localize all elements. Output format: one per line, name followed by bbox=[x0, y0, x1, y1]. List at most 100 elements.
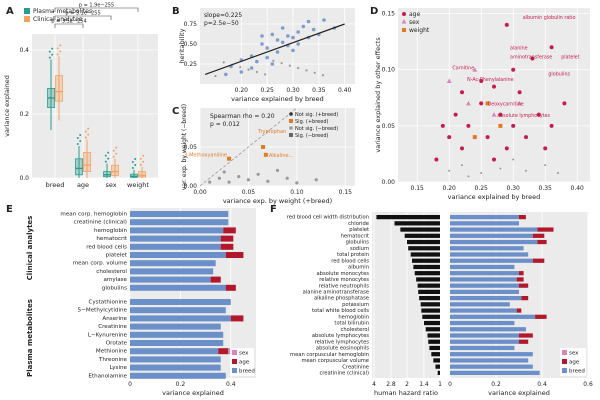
b-point-28 bbox=[280, 40, 285, 45]
f-category-1: chloride bbox=[348, 221, 369, 227]
b-xtick-0: 0.20 bbox=[235, 87, 249, 94]
c-ytick-0: 0.00 bbox=[184, 183, 198, 190]
b-gray-1 bbox=[222, 61, 225, 64]
c-xtick-3: 0.15 bbox=[339, 189, 353, 196]
c-label-1: Alkaline... bbox=[269, 153, 294, 159]
b-point-4 bbox=[260, 42, 264, 46]
f-bar-breed-20 bbox=[450, 339, 519, 344]
d-ytick-3: 0.15 bbox=[382, 11, 396, 18]
f-xlabel-left: human hazard ratio bbox=[374, 389, 438, 397]
d-label-8: absolute lymphocytes bbox=[497, 113, 550, 119]
f-bar-age-3 bbox=[532, 233, 545, 238]
f-category-15: total white blood cells bbox=[312, 308, 369, 314]
panel-label-c: C bbox=[172, 106, 179, 117]
a-box-1-2 bbox=[111, 164, 119, 176]
f-hazard-bar-18 bbox=[425, 327, 440, 332]
e-category-16: Methionine bbox=[96, 349, 128, 355]
e-bar-breed-13 bbox=[130, 323, 221, 330]
c-identity-line bbox=[199, 107, 298, 187]
f-category-8: albumin bbox=[348, 265, 369, 271]
e-category-10: Cystathionine bbox=[88, 300, 127, 306]
d-age-4 bbox=[466, 123, 471, 128]
d-legend-mark-sex bbox=[401, 19, 407, 24]
c-point-sig-1 bbox=[263, 152, 268, 157]
a-bracket-2 bbox=[54, 7, 139, 12]
f-xtick-right-3: 0.6 bbox=[583, 381, 593, 388]
e-category-19: Ethanolamine bbox=[88, 373, 127, 379]
e-bar-breed-8 bbox=[130, 276, 211, 283]
f-hazard-bar-14 bbox=[420, 302, 440, 307]
f-hazard-bar-15 bbox=[421, 308, 440, 313]
d-gray-4 bbox=[525, 169, 527, 172]
a-outlier-1-2-0 bbox=[112, 155, 115, 158]
f-category-3: hematocrit bbox=[341, 233, 369, 239]
a-outlier-0-2-3 bbox=[107, 151, 110, 154]
a-outlier-0-2-2 bbox=[104, 154, 107, 157]
e-bar-breed-9 bbox=[130, 284, 226, 291]
f-category-13: alkaline phosphatase bbox=[314, 296, 369, 302]
f-category-9: absolute monocytes bbox=[317, 271, 370, 277]
f-bar-breed-12 bbox=[450, 289, 519, 294]
d-age-18 bbox=[549, 45, 554, 50]
b-gray-8 bbox=[280, 62, 283, 65]
e-bar-breed-15 bbox=[130, 340, 224, 346]
d-weight-0 bbox=[485, 101, 490, 106]
c-label-0: Tryptophan bbox=[257, 129, 286, 135]
d-gray-8 bbox=[467, 175, 470, 178]
d-sex-1 bbox=[472, 67, 478, 72]
e-bar-breed-5 bbox=[130, 252, 226, 258]
f-category-18: cholesterol bbox=[340, 327, 369, 333]
b-xtick-1: 0.25 bbox=[260, 87, 274, 94]
f-category-12: alanine aminotransferase bbox=[303, 290, 369, 296]
d-sex-2 bbox=[466, 100, 471, 106]
c-xlabel: variance exp. by weight (+breed) bbox=[223, 197, 332, 205]
b-gray-5 bbox=[255, 70, 258, 74]
c-point-ns-4 bbox=[246, 178, 251, 182]
e-bar-breed-11 bbox=[130, 307, 226, 314]
f-bar-breed-10 bbox=[450, 277, 517, 282]
f-category-19: absolute lymphocytes bbox=[312, 333, 369, 339]
f-category-4: globulins bbox=[346, 240, 370, 246]
f-category-24: Creatinine bbox=[342, 364, 369, 370]
f-bar-breed-1 bbox=[450, 221, 519, 226]
c-point-sig-0 bbox=[260, 145, 265, 149]
e-bar-breed-1 bbox=[130, 219, 229, 226]
f-category-10: relative monocytes bbox=[319, 277, 369, 283]
e-bar-breed-0 bbox=[130, 211, 229, 217]
f-bar-age-0 bbox=[519, 215, 526, 220]
e-category-13: Creatinine bbox=[98, 324, 127, 330]
a-box-1-1 bbox=[83, 151, 91, 172]
e-legend-breed: breed bbox=[239, 369, 255, 375]
c-legend-1: Sig. (+breed) bbox=[295, 119, 329, 125]
b-gray-4 bbox=[247, 68, 250, 71]
e-category-0: mean corp. hemoglobin bbox=[60, 212, 127, 218]
b-xtick-2: 0.30 bbox=[286, 87, 300, 94]
c-point-ns-8 bbox=[295, 181, 299, 185]
f-hazard-bar-16 bbox=[422, 314, 440, 319]
d-age-2 bbox=[453, 112, 458, 117]
b-ytick-1: 0.50 bbox=[184, 41, 198, 48]
d-age-5 bbox=[479, 101, 484, 106]
a-outlier-0-3-1 bbox=[134, 164, 137, 166]
b-gray-12 bbox=[313, 71, 316, 74]
c-point-ns-3 bbox=[237, 175, 241, 179]
f-bar-age-9 bbox=[519, 271, 524, 276]
e-bar-age-12 bbox=[230, 315, 244, 322]
c-legend-mark-2 bbox=[289, 126, 293, 130]
b-point-15 bbox=[322, 18, 326, 22]
legend-swatch-plasma bbox=[24, 8, 30, 14]
f-bar-breed-21 bbox=[450, 345, 515, 351]
a-outlier-1-0-0 bbox=[56, 53, 59, 56]
panel-label-f: F bbox=[270, 204, 277, 215]
c-legend-0: Not sig. (+breed) bbox=[295, 112, 338, 118]
f-hazard-bar-3 bbox=[404, 233, 440, 238]
f-bar-breed-17 bbox=[450, 320, 515, 326]
e-bar-age-5 bbox=[225, 252, 244, 258]
d-age-21 bbox=[511, 67, 516, 72]
a-outlier-1-3-1 bbox=[142, 160, 145, 163]
a-outlier-0-1-2 bbox=[76, 137, 79, 139]
b-point-29 bbox=[291, 48, 295, 53]
c-point-ns-0 bbox=[208, 180, 212, 184]
panel-label-e: E bbox=[6, 204, 13, 215]
